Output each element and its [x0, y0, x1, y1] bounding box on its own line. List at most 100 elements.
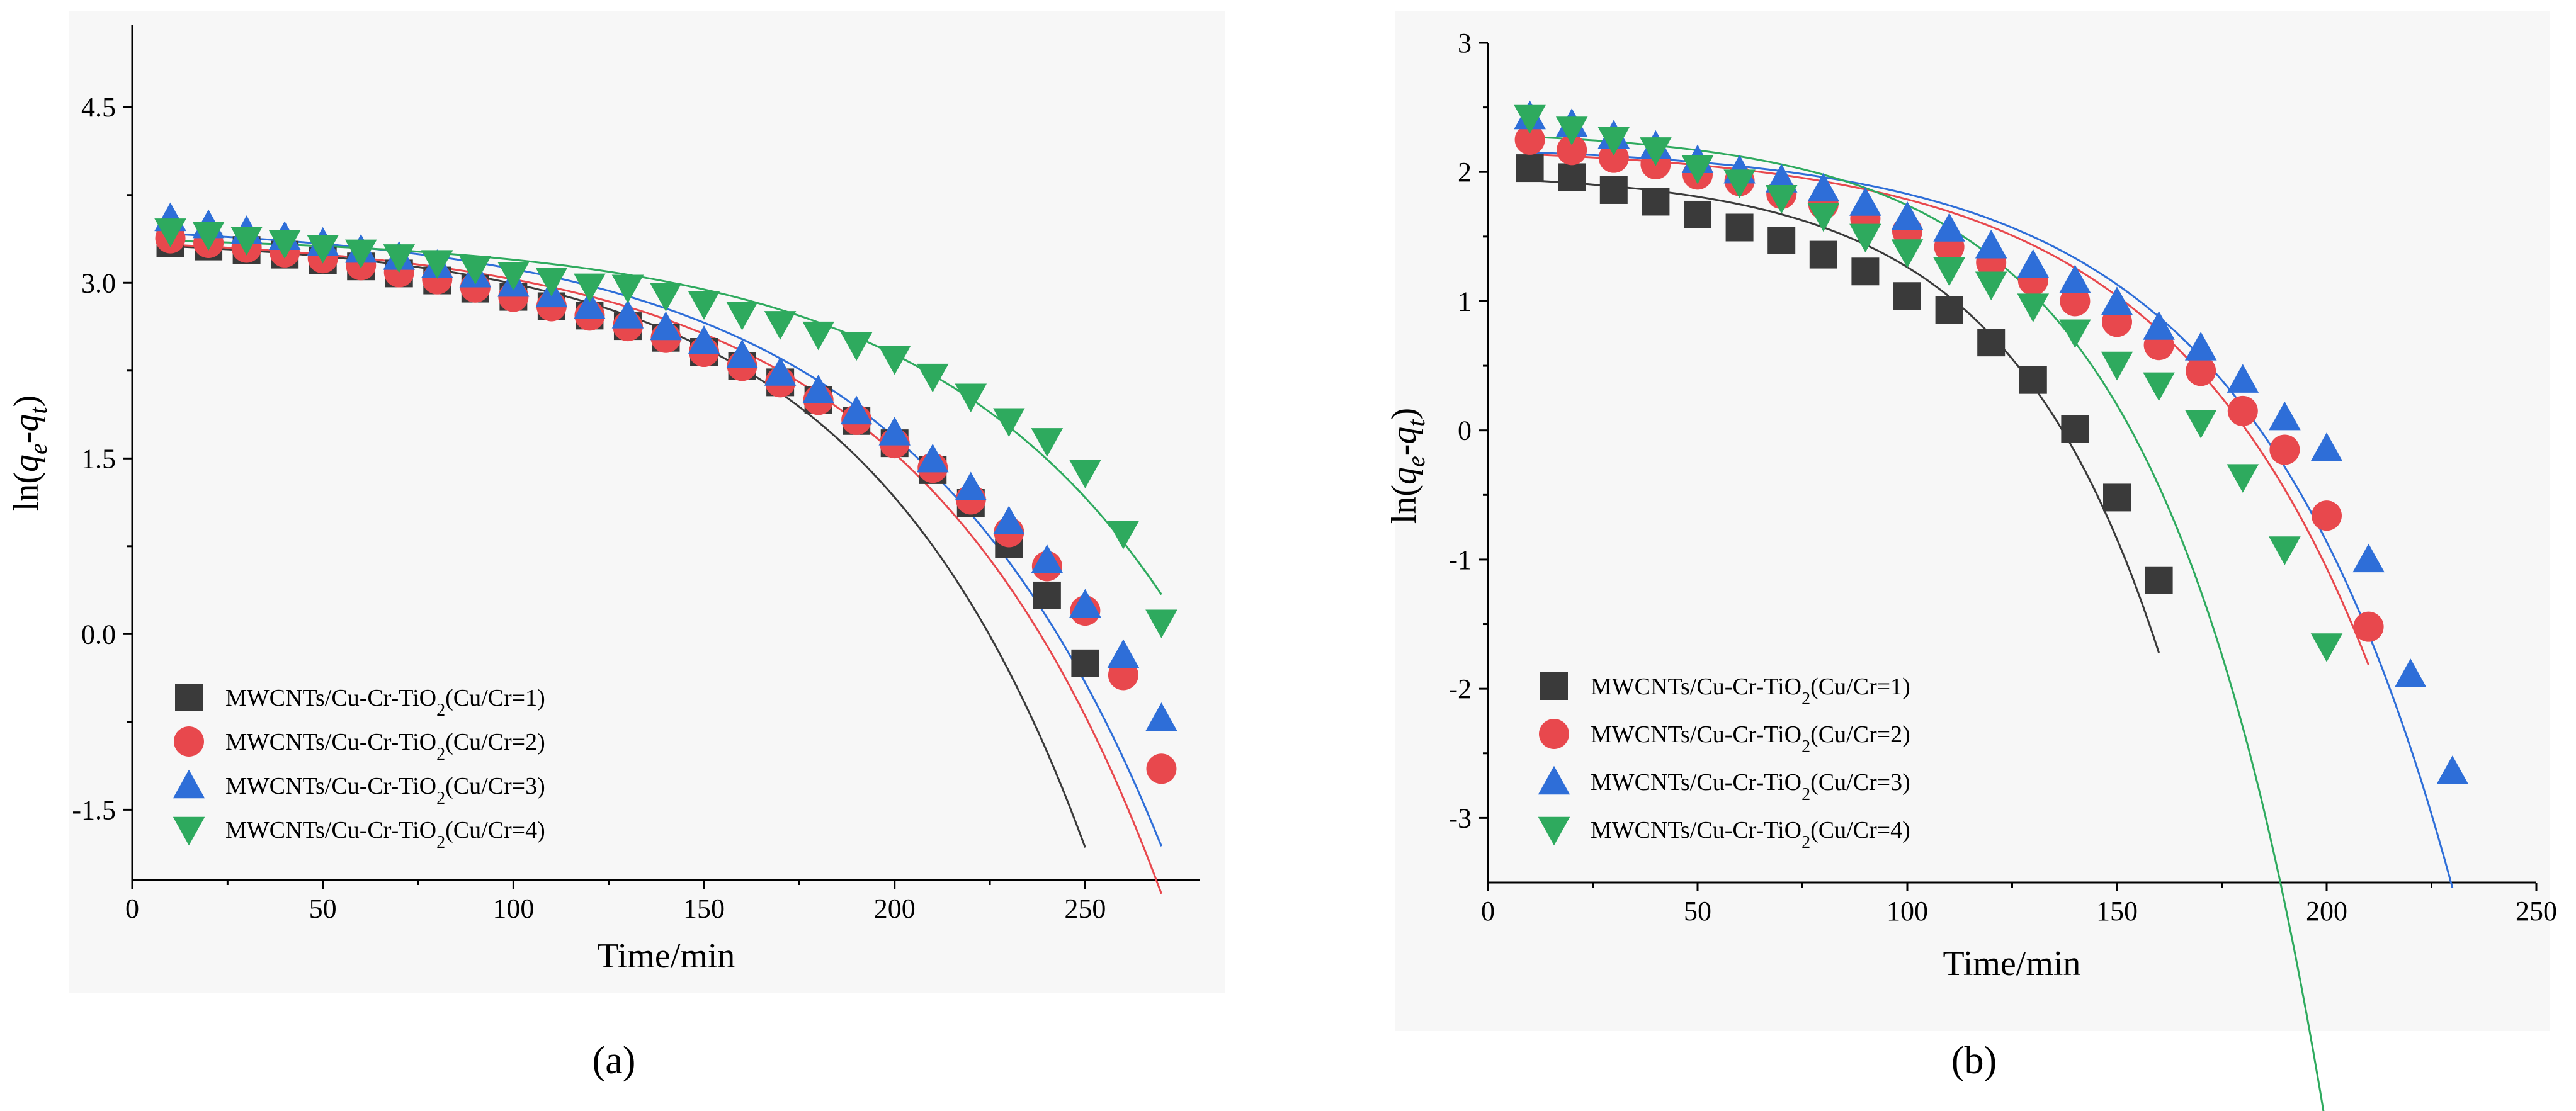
data-point-series-4: [650, 283, 682, 312]
x-tick-label: 50: [1684, 896, 1711, 927]
y-tick-label: 3.0: [81, 268, 116, 298]
data-point-series-1: [1071, 649, 1099, 677]
y-tick-label: 1.5: [81, 443, 116, 474]
x-tick-label: 150: [2096, 896, 2138, 927]
panel-a: 0 50 100 150 200 250 -1.5 0.0 1.5 3.0 4.5 MWCNTs/Cu…: [7, 11, 1225, 1082]
y-tick-label: -1: [1448, 544, 1472, 575]
data-point-series-3: [2227, 364, 2259, 393]
data-point-series-3: [2184, 332, 2217, 361]
data-point-series-2: [2312, 500, 2342, 531]
data-point-series-3: [955, 471, 987, 501]
data-point-series-4: [154, 218, 186, 247]
data-point-series-1: [1684, 200, 1711, 228]
legend-label-4: MWCNTs/Cu-Cr-TiO2(Cu/Cr=4): [225, 817, 545, 852]
data-point-series-3: [1107, 639, 1140, 668]
data-point-series-3: [2059, 264, 2091, 293]
data-point-series-3: [840, 395, 873, 425]
data-point-series-4: [1975, 271, 2007, 301]
data-point-series-1: [1977, 329, 2006, 357]
data-point-series-2: [1514, 124, 1545, 155]
data-point-series-4: [2269, 536, 2301, 565]
data-point-series-1: [2145, 566, 2173, 594]
data-point-series-4: [993, 408, 1025, 437]
data-point-series-4: [1807, 203, 1840, 232]
y-tick-label: -1.5: [72, 794, 116, 825]
data-point-series-4: [1681, 155, 1714, 184]
data-point-series-4: [1640, 137, 1672, 166]
data-point-series-1: [1642, 188, 1670, 216]
data-point-series-4: [916, 363, 949, 393]
panel-caption: (a): [593, 1039, 636, 1082]
y-tick-label: 1: [1458, 286, 1472, 317]
data-point-series-3: [878, 417, 911, 446]
data-point-series-4: [2184, 410, 2217, 439]
data-point-series-2: [1598, 142, 1629, 173]
x-tick-label: 250: [1064, 893, 1106, 924]
data-point-series-2: [1146, 753, 1177, 784]
x-tick-label: 50: [309, 893, 337, 924]
y-tick-label: 0.0: [81, 619, 116, 650]
data-point-series-1: [1516, 154, 1544, 183]
data-point-series-3: [2394, 658, 2427, 687]
y-tick-label: 4.5: [81, 92, 116, 123]
data-point-series-4: [535, 268, 568, 296]
data-point-series-4: [726, 302, 758, 330]
legend-label-1: MWCNTs/Cu-Cr-TiO2(Cu/Cr=1): [225, 685, 545, 720]
data-point-series-1: [1599, 176, 1628, 204]
legend-marker-2: [1539, 719, 1569, 749]
x-tick-label: 100: [492, 893, 534, 924]
x-tick-label: 0: [125, 893, 139, 924]
fit-curve-1: [1529, 179, 2160, 653]
data-point-series-4: [2059, 319, 2091, 349]
data-point-series-4: [230, 227, 263, 256]
panel-b: 0 50 100 150 200 250 -3 -2 -1 0 1 2 3 MWCNTs/Cu-Cr-Ti…: [1385, 11, 2557, 1111]
legend-marker-4: [173, 816, 205, 846]
data-point-series-3: [1849, 187, 1881, 216]
data-point-series-1: [1935, 296, 1963, 324]
legend-marker-2: [174, 726, 204, 757]
y-tick-label: -2: [1448, 674, 1472, 704]
data-point-series-1: [2061, 415, 2089, 443]
x-tick-label: 250: [2516, 896, 2557, 927]
data-point-series-3: [1145, 702, 1177, 731]
data-point-series-4: [764, 311, 797, 340]
legend-marker-3: [1538, 765, 1570, 795]
data-point-series-3: [1975, 229, 2007, 259]
plot-background: [69, 11, 1225, 993]
data-point-series-4: [688, 291, 720, 320]
fit-curve-3: [1529, 151, 2454, 888]
data-point-series-3: [916, 443, 949, 473]
legend-marker-3: [173, 769, 205, 799]
data-point-series-4: [1514, 104, 1546, 134]
x-tick-label: 150: [683, 893, 725, 924]
data-point-series-2: [2269, 434, 2300, 465]
y-tick-label: 0: [1458, 415, 1472, 446]
data-point-series-1: [1558, 163, 1586, 191]
data-point-series-3: [993, 505, 1025, 534]
x-axis-title: Time/min: [598, 937, 735, 976]
data-point-series-3: [2352, 543, 2385, 573]
legend-label-3: MWCNTs/Cu-Cr-TiO2(Cu/Cr=3): [1591, 769, 1910, 804]
data-point-series-3: [2310, 432, 2343, 461]
x-tick-label: 100: [1887, 896, 1928, 927]
legend-marker-1: [1540, 672, 1568, 700]
legend-label-1: MWCNTs/Cu-Cr-TiO2(Cu/Cr=1): [1591, 674, 1910, 709]
data-point-series-4: [1145, 609, 1177, 639]
data-point-series-4: [268, 230, 301, 259]
data-point-series-4: [1891, 239, 1924, 268]
x-tick-label: 200: [874, 893, 916, 924]
legend-marker-1: [175, 684, 203, 711]
data-point-series-4: [2017, 293, 2050, 322]
legend-label-4: MWCNTs/Cu-Cr-TiO2(Cu/Cr=4): [1591, 817, 1910, 852]
data-point-series-3: [1807, 172, 1840, 202]
data-point-series-3: [2436, 755, 2469, 784]
legend-label-3: MWCNTs/Cu-Cr-TiO2(Cu/Cr=3): [225, 773, 545, 808]
data-point-series-4: [1597, 127, 1630, 156]
data-point-series-1: [2103, 483, 2131, 512]
data-point-series-4: [611, 274, 644, 304]
data-point-series-4: [2143, 372, 2175, 402]
data-point-series-2: [2186, 356, 2216, 386]
data-point-series-3: [650, 311, 682, 341]
panel-caption: (b): [1951, 1039, 1997, 1082]
data-point-series-1: [2019, 366, 2047, 394]
